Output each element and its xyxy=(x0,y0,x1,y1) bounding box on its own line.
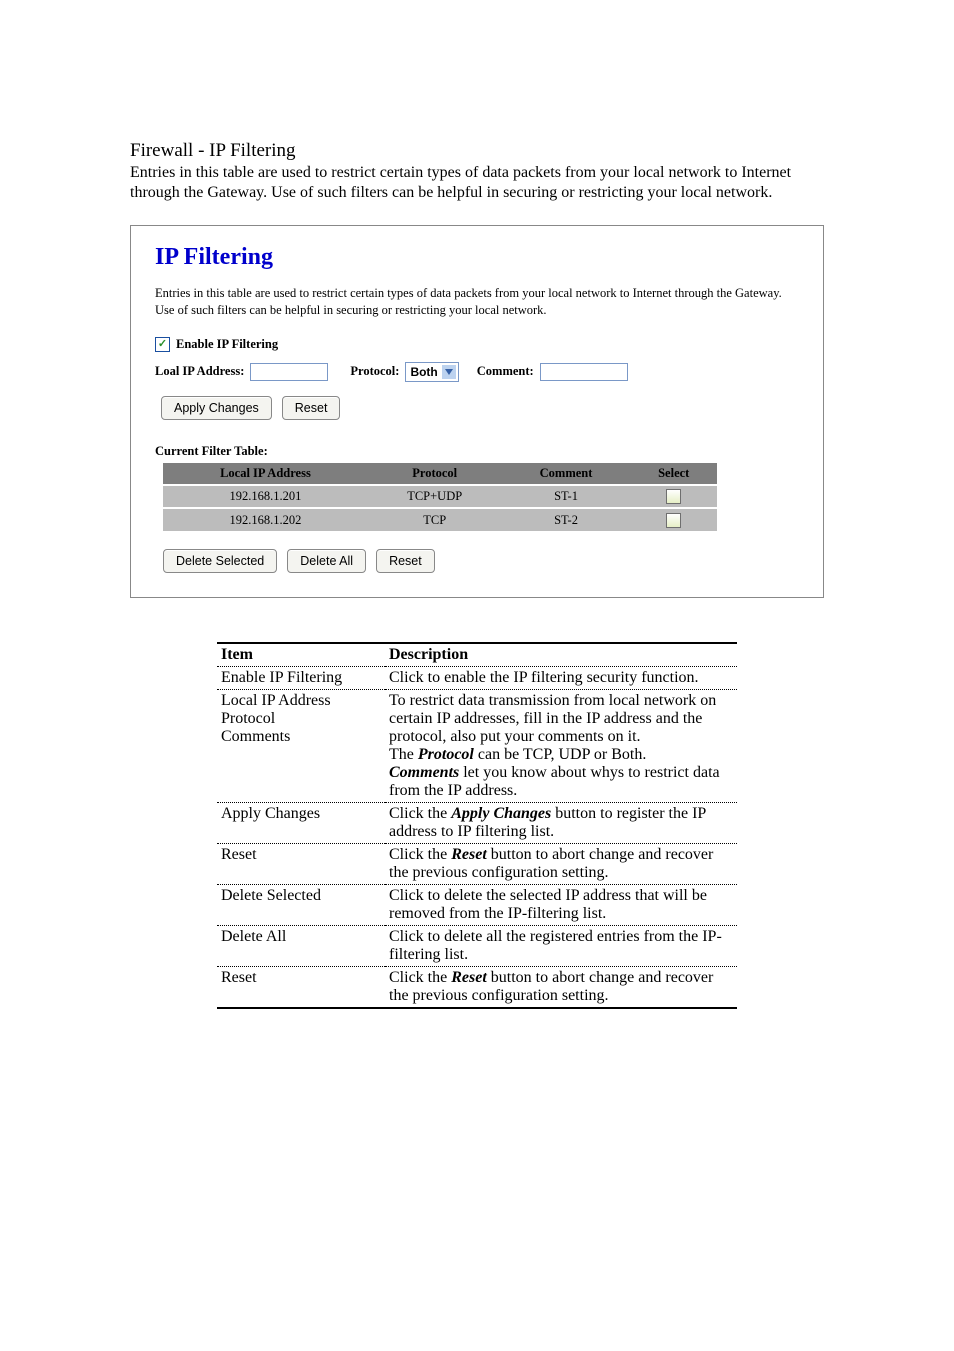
row-select-checkbox[interactable] xyxy=(666,489,681,504)
table-row: 192.168.1.201 TCP+UDP ST-1 xyxy=(163,486,717,508)
desc-text: Click to enable the IP filtering securit… xyxy=(385,667,737,690)
description-table: Item Description Enable IP Filtering Cli… xyxy=(217,642,737,1009)
local-ip-input[interactable] xyxy=(250,363,328,381)
enable-ip-filtering-checkbox[interactable]: ✓ xyxy=(155,337,170,352)
desc-item: Delete All xyxy=(217,926,385,967)
comment-label: Comment: xyxy=(477,364,534,379)
filter-inputs-row: Loal IP Address: Protocol: Both Comment: xyxy=(155,362,799,382)
local-ip-label: Loal IP Address: xyxy=(155,364,244,379)
desc-item: Apply Changes xyxy=(217,803,385,844)
protocol-select[interactable]: Both xyxy=(405,362,458,382)
col-local-ip: Local IP Address xyxy=(163,463,368,484)
col-protocol: Protocol xyxy=(368,463,502,484)
desc-item: Local IP AddressProtocolComments xyxy=(217,690,385,803)
filter-table: Local IP Address Protocol Comment Select… xyxy=(163,463,717,531)
desc-item: Enable IP Filtering xyxy=(217,667,385,690)
desc-row: Delete All Click to delete all the regis… xyxy=(217,926,737,967)
delete-row: Delete Selected Delete All Reset xyxy=(163,549,799,573)
cell-comment: ST-2 xyxy=(501,509,630,531)
desc-item: Delete Selected xyxy=(217,885,385,926)
desc-head-item: Item xyxy=(217,643,385,667)
desc-row: Reset Click the Reset button to abort ch… xyxy=(217,844,737,885)
col-comment: Comment xyxy=(501,463,630,484)
page-title: Firewall - IP Filtering xyxy=(130,140,824,162)
panel-title: IP Filtering xyxy=(155,244,799,271)
desc-row: Apply Changes Click the Apply Changes bu… xyxy=(217,803,737,844)
filter-table-header: Local IP Address Protocol Comment Select xyxy=(163,463,717,484)
cell-ip: 192.168.1.201 xyxy=(163,486,368,508)
apply-changes-button[interactable]: Apply Changes xyxy=(161,396,272,420)
desc-row: Delete Selected Click to delete the sele… xyxy=(217,885,737,926)
cell-protocol: TCP xyxy=(368,509,502,531)
enable-row: ✓ Enable IP Filtering xyxy=(155,337,799,352)
reset-button-2[interactable]: Reset xyxy=(376,549,435,573)
desc-row: Local IP AddressProtocolComments To rest… xyxy=(217,690,737,803)
cell-protocol: TCP+UDP xyxy=(368,486,502,508)
col-select: Select xyxy=(631,463,717,484)
enable-ip-filtering-label: Enable IP Filtering xyxy=(176,337,278,352)
filter-table-caption: Current Filter Table: xyxy=(155,444,799,459)
chevron-down-icon xyxy=(442,365,456,379)
page-intro: Entries in this table are used to restri… xyxy=(130,163,824,203)
panel-desc: Entries in this table are used to restri… xyxy=(155,285,799,319)
protocol-value: Both xyxy=(410,365,437,379)
comment-input[interactable] xyxy=(540,363,628,381)
desc-text: Click the Apply Changes button to regist… xyxy=(385,803,737,844)
delete-all-button[interactable]: Delete All xyxy=(287,549,366,573)
ip-filtering-panel: IP Filtering Entries in this table are u… xyxy=(130,225,824,598)
cell-ip: 192.168.1.202 xyxy=(163,509,368,531)
desc-text: Click to delete all the registered entri… xyxy=(385,926,737,967)
desc-row: Enable IP Filtering Click to enable the … xyxy=(217,667,737,690)
reset-button[interactable]: Reset xyxy=(282,396,341,420)
desc-text: Click the Reset button to abort change a… xyxy=(385,844,737,885)
table-row: 192.168.1.202 TCP ST-2 xyxy=(163,509,717,531)
desc-item: Reset xyxy=(217,967,385,1009)
protocol-label: Protocol: xyxy=(350,364,399,379)
desc-row: Reset Click the Reset button to abort ch… xyxy=(217,967,737,1009)
desc-head-desc: Description xyxy=(385,643,737,667)
delete-selected-button[interactable]: Delete Selected xyxy=(163,549,277,573)
desc-text: Click the Reset button to abort change a… xyxy=(385,967,737,1009)
desc-text: Click to delete the selected IP address … xyxy=(385,885,737,926)
apply-reset-row: Apply Changes Reset xyxy=(161,396,799,420)
desc-text: To restrict data transmission from local… xyxy=(385,690,737,803)
desc-item: Reset xyxy=(217,844,385,885)
row-select-checkbox[interactable] xyxy=(666,513,681,528)
cell-comment: ST-1 xyxy=(501,486,630,508)
